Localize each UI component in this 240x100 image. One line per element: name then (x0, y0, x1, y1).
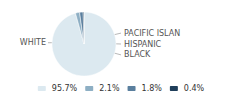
svg-text:HISPANIC: HISPANIC (124, 40, 162, 49)
svg-text:1.8%: 1.8% (142, 84, 163, 93)
svg-text:2.1%: 2.1% (99, 84, 120, 93)
svg-text:BLACK: BLACK (124, 50, 151, 59)
svg-text:WHITE: WHITE (20, 38, 46, 47)
svg-text:0.4%: 0.4% (184, 84, 205, 93)
svg-text:PACIFIC ISLAN: PACIFIC ISLAN (124, 29, 180, 38)
svg-text:95.7%: 95.7% (52, 84, 78, 93)
